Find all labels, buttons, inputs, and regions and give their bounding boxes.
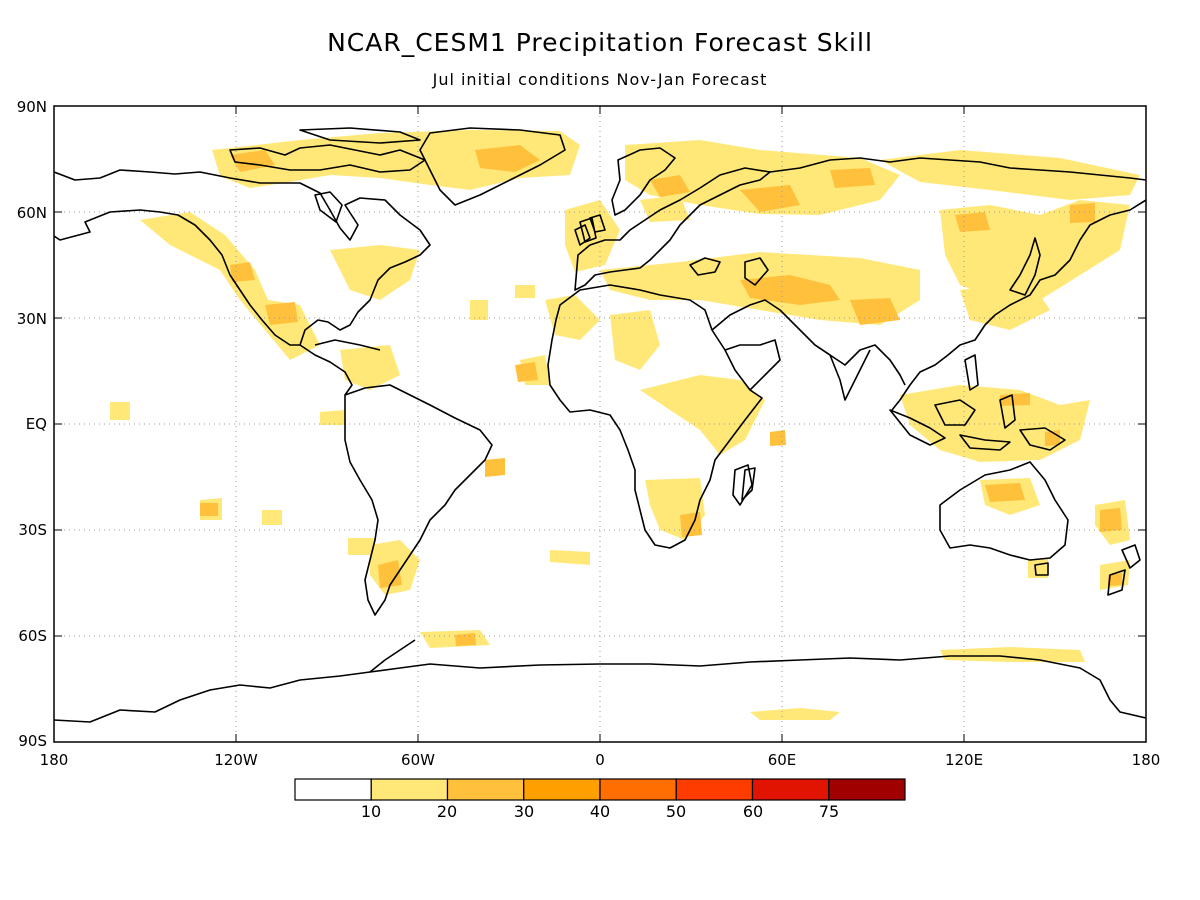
graticule — [54, 106, 1146, 742]
coast-asia — [769, 157, 1146, 181]
lon-label-180w: 180 — [39, 751, 69, 769]
colorbar-label-20: 20 — [436, 802, 458, 821]
skill-10-20-patches — [110, 130, 1140, 720]
coast-japan — [1009, 237, 1041, 296]
lon-label-120e: 120E — [944, 751, 984, 769]
colorbar-swatch-3 — [523, 778, 601, 801]
coast-central-america — [299, 344, 353, 396]
colorbar-label-30: 30 — [513, 802, 535, 821]
colorbar-swatch-2 — [446, 778, 525, 801]
lon-label-60e: 60E — [767, 751, 797, 769]
lat-label-90s: 90S — [18, 732, 47, 750]
map-title: NCAR_CESM1 Precipitation Forecast Skill — [327, 28, 873, 57]
coast-europe — [574, 167, 771, 291]
lat-label-90n: 90N — [16, 98, 47, 116]
lat-label-30s: 30S — [18, 521, 47, 539]
colorbar-label-40: 40 — [589, 802, 611, 821]
coastlines — [54, 127, 1146, 723]
colorbar-label-10: 10 — [360, 802, 382, 821]
skill-shading — [110, 130, 1140, 720]
colorbar-swatch-4 — [599, 778, 677, 801]
colorbar-swatch-1 — [370, 778, 449, 801]
lat-label-eq: EQ — [25, 415, 47, 433]
colorbar-swatch-6 — [751, 778, 830, 801]
coast-australia — [939, 461, 1069, 561]
colorbar-swatch-7 — [828, 778, 906, 801]
lat-label-60n: 60N — [16, 204, 47, 222]
lon-label-60w: 60W — [401, 751, 435, 769]
colorbar-label-50: 50 — [665, 802, 687, 821]
lat-label-30n: 30N — [16, 310, 47, 328]
map-subtitle: Jul initial conditions Nov-Jan Forecast — [432, 70, 768, 89]
colorbar-label-75: 75 — [818, 802, 840, 821]
coast-antarctica — [54, 655, 1146, 723]
lon-label-180e: 180 — [1131, 751, 1161, 769]
axis-ticks — [54, 106, 1146, 742]
coast-south-america — [344, 384, 493, 616]
coast-greenland — [419, 127, 566, 206]
coast-north-america — [54, 169, 431, 346]
coast-africa — [547, 284, 763, 549]
lat-label-60s: 60S — [18, 627, 47, 645]
lon-label-120w: 120W — [214, 751, 258, 769]
colorbar-label-60: 60 — [742, 802, 764, 821]
colorbar — [294, 778, 906, 801]
colorbar-swatch-0 — [294, 778, 372, 801]
colorbar-swatch-5 — [675, 778, 754, 801]
lon-label-0: 0 — [595, 751, 605, 769]
